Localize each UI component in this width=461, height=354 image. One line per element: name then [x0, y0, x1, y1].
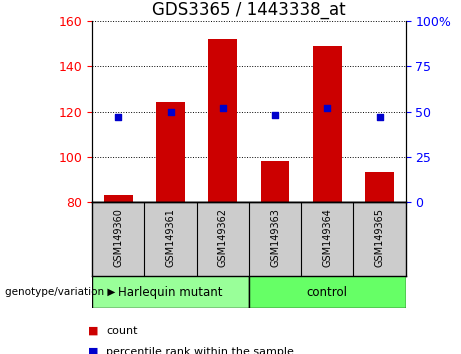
- Bar: [365, 172, 394, 202]
- Text: GSM149362: GSM149362: [218, 208, 228, 267]
- Bar: [104, 195, 133, 202]
- Point: [376, 114, 383, 120]
- Text: GSM149361: GSM149361: [165, 208, 176, 267]
- Point: [219, 105, 226, 111]
- Text: GSM149365: GSM149365: [374, 208, 384, 267]
- Point: [115, 114, 122, 120]
- Text: Harlequin mutant: Harlequin mutant: [118, 286, 223, 298]
- Bar: [249, 276, 406, 308]
- Text: control: control: [307, 286, 348, 298]
- Bar: [313, 46, 342, 202]
- Point: [272, 112, 279, 118]
- Point: [167, 109, 174, 114]
- Point: [324, 105, 331, 111]
- Title: GDS3365 / 1443338_at: GDS3365 / 1443338_at: [152, 1, 346, 18]
- Text: ■: ■: [88, 347, 98, 354]
- Text: count: count: [106, 326, 137, 336]
- Text: GSM149364: GSM149364: [322, 208, 332, 267]
- Bar: [208, 39, 237, 202]
- Text: percentile rank within the sample: percentile rank within the sample: [106, 347, 294, 354]
- Text: ■: ■: [88, 326, 98, 336]
- Text: GSM149363: GSM149363: [270, 208, 280, 267]
- Bar: [261, 161, 290, 202]
- Text: genotype/variation ▶: genotype/variation ▶: [5, 287, 115, 297]
- Text: GSM149360: GSM149360: [113, 208, 124, 267]
- Bar: [92, 276, 249, 308]
- Bar: [156, 103, 185, 202]
